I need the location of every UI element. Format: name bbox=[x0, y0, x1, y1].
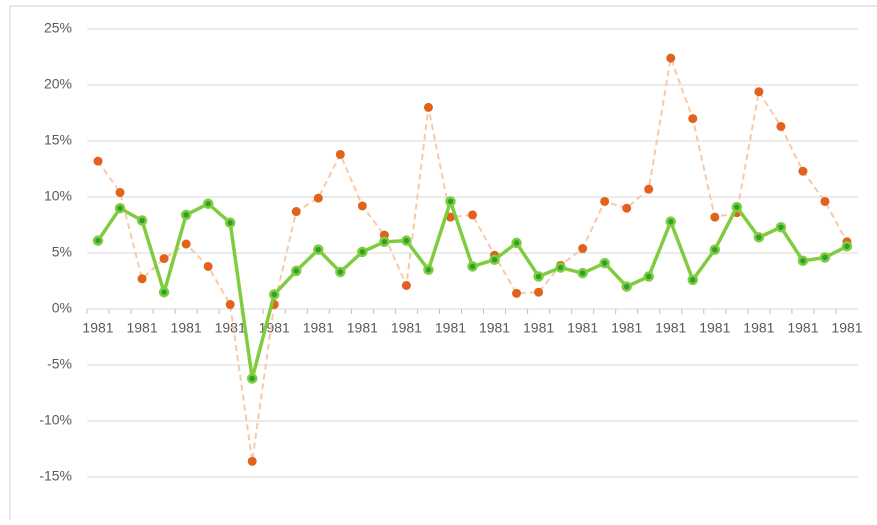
marker bbox=[313, 193, 323, 203]
marker bbox=[180, 209, 192, 221]
x-tick-label: 1981 bbox=[743, 320, 774, 336]
x-tick-label: 1981 bbox=[215, 320, 246, 336]
marker bbox=[225, 300, 235, 310]
marker bbox=[335, 149, 345, 159]
y-tick-label: 25% bbox=[44, 20, 72, 36]
marker bbox=[115, 188, 125, 198]
marker bbox=[445, 196, 456, 207]
y-tick-label: 15% bbox=[44, 132, 72, 148]
marker bbox=[291, 207, 301, 217]
marker bbox=[754, 87, 764, 97]
marker bbox=[622, 203, 632, 213]
marker bbox=[710, 212, 720, 222]
marker bbox=[512, 288, 522, 298]
x-tick-label: 1981 bbox=[347, 320, 378, 336]
marker bbox=[335, 266, 346, 278]
marker bbox=[643, 271, 654, 282]
y-tick-label: 20% bbox=[44, 76, 72, 92]
marker bbox=[401, 235, 412, 246]
marker bbox=[136, 215, 148, 226]
marker bbox=[291, 265, 302, 277]
marker bbox=[577, 267, 588, 279]
marker bbox=[203, 261, 213, 271]
marker bbox=[137, 274, 147, 284]
marker bbox=[688, 114, 698, 124]
marker bbox=[666, 53, 676, 63]
marker bbox=[599, 257, 610, 269]
marker bbox=[820, 196, 830, 206]
marker bbox=[753, 232, 765, 243]
y-tick-label: 10% bbox=[44, 188, 72, 204]
marker bbox=[158, 286, 170, 298]
series-line bbox=[97, 54, 848, 462]
marker bbox=[467, 261, 478, 272]
marker bbox=[357, 246, 368, 258]
marker bbox=[621, 281, 632, 292]
x-tick-label: 1981 bbox=[567, 320, 598, 336]
marker bbox=[268, 289, 280, 300]
x-tick-label: 1981 bbox=[82, 320, 113, 336]
marker bbox=[401, 280, 411, 290]
marker bbox=[798, 166, 808, 176]
marker bbox=[797, 255, 809, 267]
marker bbox=[600, 196, 610, 206]
series-line bbox=[96, 195, 848, 379]
y-tick-label: -5% bbox=[47, 356, 72, 372]
marker bbox=[357, 201, 367, 211]
marker bbox=[224, 217, 236, 229]
y-tick-label: -15% bbox=[39, 468, 72, 484]
x-tick-label: 1981 bbox=[303, 320, 334, 336]
marker bbox=[181, 239, 191, 249]
marker bbox=[511, 237, 522, 249]
marker bbox=[423, 264, 434, 276]
marker bbox=[533, 271, 544, 282]
marker bbox=[489, 254, 500, 265]
y-tick-label: 5% bbox=[52, 244, 72, 260]
marker bbox=[534, 287, 544, 297]
marker bbox=[313, 244, 324, 255]
marker bbox=[731, 201, 743, 213]
x-tick-label: 1981 bbox=[391, 320, 422, 336]
marker bbox=[379, 236, 390, 248]
marker bbox=[819, 252, 831, 263]
marker bbox=[92, 235, 104, 246]
x-tick-label: 1981 bbox=[171, 320, 202, 336]
marker bbox=[423, 102, 433, 112]
x-tick-label: 1981 bbox=[435, 320, 466, 336]
marker bbox=[247, 456, 257, 466]
marker bbox=[644, 184, 654, 194]
marker bbox=[687, 274, 699, 286]
marker bbox=[93, 156, 103, 166]
marker bbox=[776, 121, 786, 131]
marker bbox=[202, 198, 214, 209]
marker bbox=[709, 244, 721, 255]
x-tick-label: 1981 bbox=[831, 320, 862, 336]
x-tick-label: 1981 bbox=[523, 320, 554, 336]
marker bbox=[665, 216, 677, 227]
y-tick-label: -10% bbox=[39, 412, 72, 428]
x-tick-label: 1981 bbox=[699, 320, 730, 336]
marker bbox=[775, 221, 787, 233]
marker bbox=[445, 212, 455, 222]
marker bbox=[555, 262, 566, 273]
y-tick-label: 0% bbox=[52, 300, 72, 316]
marker bbox=[468, 210, 477, 220]
x-tick-label: 1981 bbox=[479, 320, 510, 336]
marker bbox=[841, 241, 853, 252]
x-tick-label: 1981 bbox=[611, 320, 642, 336]
x-tick-label: 1981 bbox=[655, 320, 686, 336]
x-tick-label: 1981 bbox=[126, 320, 157, 336]
marker bbox=[114, 202, 126, 214]
x-tick-label: 1981 bbox=[787, 320, 818, 336]
marker bbox=[246, 373, 258, 384]
marker bbox=[578, 244, 588, 254]
marker bbox=[159, 254, 169, 264]
